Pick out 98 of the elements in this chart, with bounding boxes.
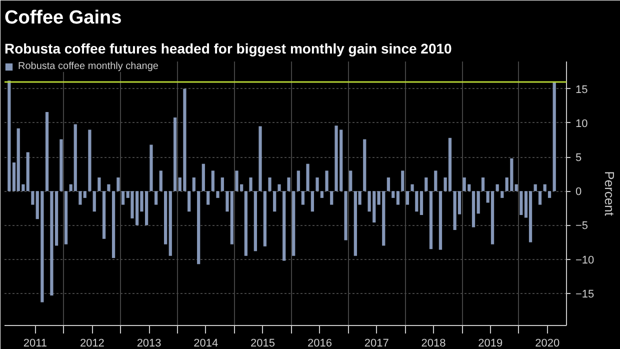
bar — [330, 191, 334, 205]
bar — [154, 191, 158, 205]
bar — [415, 191, 418, 212]
y-tick-label: 10 — [576, 118, 588, 130]
bar — [121, 191, 125, 205]
bar — [60, 139, 63, 192]
bar — [292, 191, 296, 256]
bar — [448, 138, 452, 192]
bar — [534, 184, 537, 192]
chart-title: Coffee Gains — [4, 8, 122, 28]
bar — [344, 191, 348, 240]
bar — [420, 191, 424, 215]
x-tick-label: 2017 — [364, 338, 389, 349]
bar — [429, 191, 433, 250]
bar — [543, 184, 546, 192]
chart-subtitle: Robusta coffee futures headed for biggest monthly gain since 2010 — [4, 40, 452, 56]
x-tick-label: 2019 — [478, 338, 503, 349]
bar — [116, 177, 120, 192]
bar — [188, 191, 191, 212]
bar — [168, 191, 172, 256]
bar — [396, 191, 400, 205]
bar — [514, 184, 518, 192]
bar — [438, 191, 442, 250]
bar — [306, 164, 310, 192]
bar — [197, 191, 200, 264]
bar — [476, 191, 480, 214]
bar — [316, 177, 319, 192]
bar — [282, 191, 286, 261]
bar — [481, 177, 485, 192]
x-tick-label: 2013 — [136, 338, 162, 349]
bar — [392, 191, 395, 198]
x-tick-label: 2011 — [23, 338, 48, 349]
bar — [496, 184, 499, 192]
bar — [310, 191, 314, 212]
bar — [410, 184, 414, 192]
bar — [363, 139, 366, 192]
bar — [528, 191, 532, 242]
bar — [278, 184, 281, 192]
bar — [552, 82, 556, 192]
bar — [107, 184, 110, 192]
bar — [98, 177, 101, 192]
bar — [287, 177, 290, 192]
y-tick-label: 5 — [576, 152, 582, 164]
bar — [74, 124, 77, 192]
y-tick-label: −5 — [576, 220, 588, 232]
bar — [490, 191, 494, 244]
x-tick-label: 2014 — [194, 338, 218, 349]
y-tick-label: 15 — [576, 84, 588, 96]
bar — [216, 191, 220, 198]
bar — [325, 170, 328, 192]
bar — [500, 191, 504, 198]
bar — [164, 191, 168, 244]
bar — [159, 170, 162, 192]
bar — [88, 130, 92, 192]
bar — [249, 177, 252, 192]
bar — [296, 170, 300, 192]
bar — [64, 191, 68, 244]
bar — [386, 177, 390, 192]
bar — [211, 170, 214, 192]
bar — [102, 191, 106, 239]
bar — [301, 191, 305, 205]
x-tick-label: 2012 — [80, 338, 104, 349]
bar — [424, 177, 428, 192]
y-tick-label: 0 — [576, 186, 582, 198]
bar — [349, 170, 352, 192]
bar — [45, 112, 49, 192]
bar — [263, 191, 266, 246]
x-tick-label: 2018 — [421, 338, 446, 349]
bar — [220, 177, 224, 192]
bar — [273, 191, 276, 212]
bar — [112, 191, 116, 258]
y-tick-label: −10 — [576, 254, 594, 266]
y-tick-label: −15 — [576, 288, 594, 300]
bar — [192, 177, 196, 192]
bar — [520, 191, 523, 215]
bar — [472, 191, 476, 228]
x-tick-label: 2015 — [250, 338, 276, 349]
bar — [92, 191, 96, 212]
x-tick-label: 2020 — [535, 338, 560, 349]
bar — [258, 126, 262, 192]
y-axis-title: Percent — [602, 171, 618, 216]
bar — [26, 152, 30, 192]
x-tick-label: 2016 — [308, 338, 332, 349]
bar — [538, 191, 542, 205]
bar — [206, 191, 210, 205]
bar — [548, 191, 552, 198]
legend-label: Robusta coffee monthly change — [18, 61, 158, 72]
bar — [174, 117, 177, 192]
bar — [8, 80, 11, 192]
bar — [244, 191, 248, 256]
bar — [254, 191, 257, 252]
bar — [202, 164, 205, 192]
bar — [406, 191, 410, 205]
bar — [150, 144, 153, 192]
bar — [320, 191, 324, 198]
bar — [434, 170, 438, 192]
bar — [401, 170, 404, 192]
bar — [268, 177, 272, 192]
